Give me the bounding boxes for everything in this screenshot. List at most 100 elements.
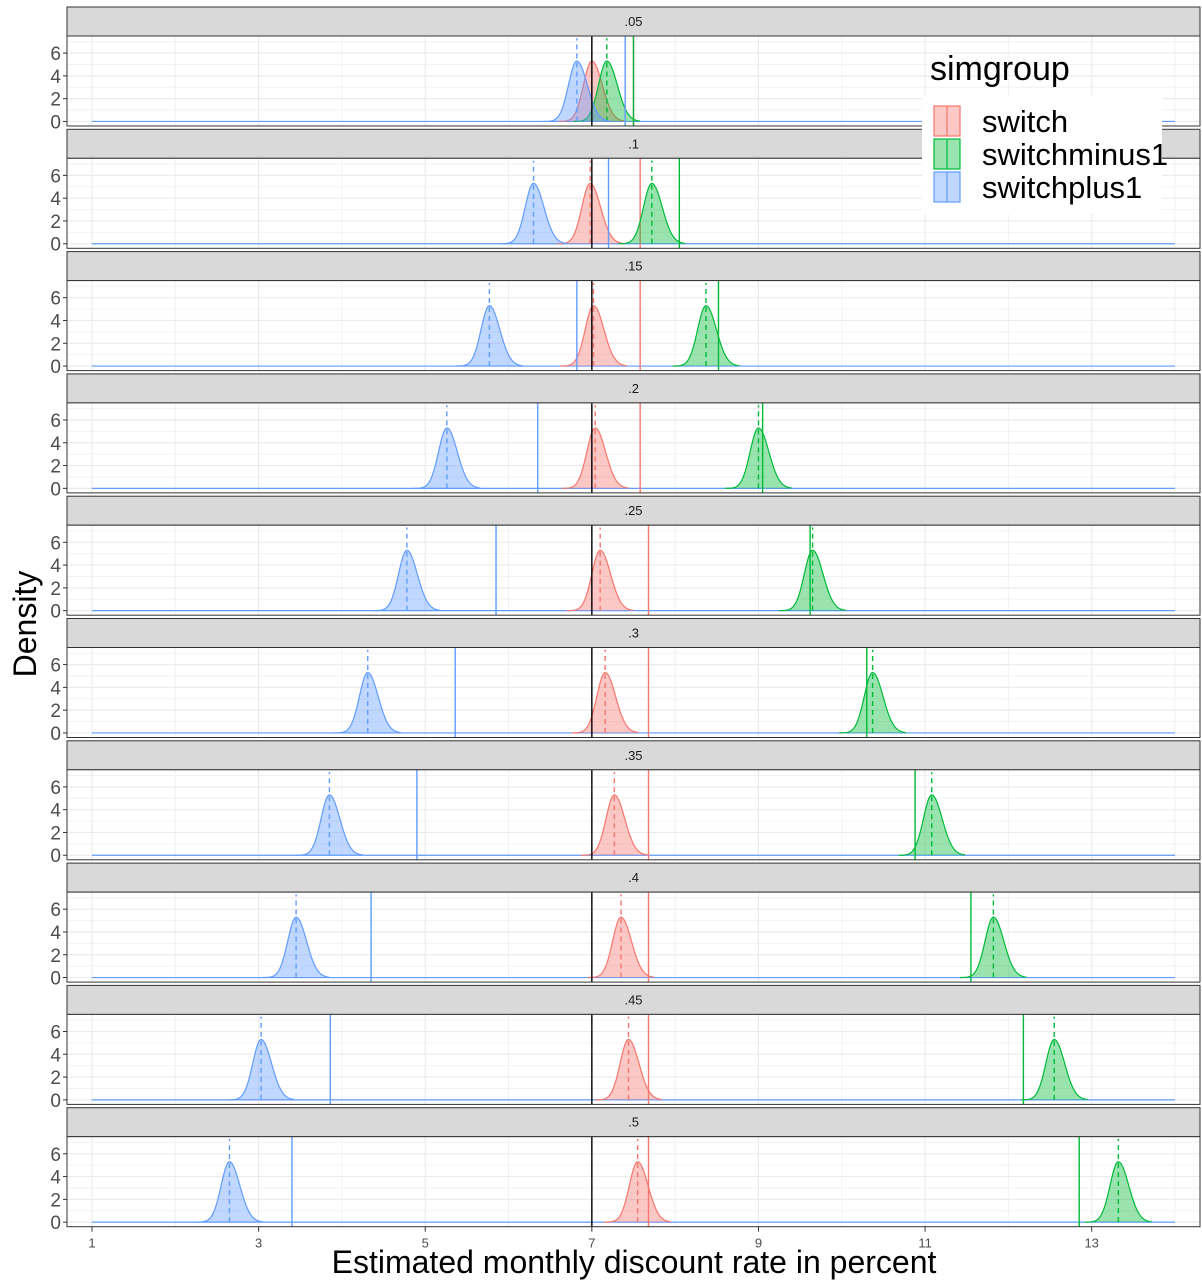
y-tick-label: 6 (50, 289, 61, 310)
density-line-switch (587, 916, 655, 979)
facet-strip (66, 862, 1201, 893)
y-tick-label: 0 (50, 357, 61, 378)
facet-panels: .050246.10246.150246.20246.250246.30246.… (50, 6, 1201, 1234)
y-tick-label: 6 (50, 656, 61, 677)
density-line-switch (604, 1161, 672, 1223)
density-line-switchminus1 (839, 671, 906, 734)
y-tick-label: 2 (50, 1068, 61, 1089)
y-tick-label: 6 (50, 44, 61, 65)
facet-strip-label: .25 (624, 503, 642, 518)
y-tick-label: 4 (50, 556, 61, 577)
facet-strip-label: .4 (628, 870, 639, 885)
legend-background (922, 96, 1162, 214)
facet-strip-label: .45 (624, 992, 642, 1007)
panel-background (67, 892, 1200, 983)
y-axis-title: Density (7, 571, 43, 678)
y-tick-label: 6 (50, 1145, 61, 1166)
legend-label-switchplus1: switchplus1 (982, 170, 1142, 205)
y-tick-label: 0 (50, 112, 61, 133)
y-tick-label: 0 (50, 235, 61, 256)
y-tick-label: 6 (50, 900, 61, 921)
facet-strip (66, 618, 1201, 648)
y-tick-label: 0 (50, 1091, 61, 1112)
legend-title: simgroup (930, 50, 1070, 88)
facet-strip-label: .05 (624, 14, 642, 29)
facet-strip-label: .1 (628, 136, 639, 151)
y-tick-label: 6 (50, 166, 61, 187)
x-tick-label: 3 (255, 1236, 262, 1251)
y-tick-label: 0 (50, 1213, 61, 1234)
y-tick-label: 2 (50, 701, 61, 722)
density-line-switch (595, 1038, 662, 1101)
y-tick-label: 0 (50, 846, 61, 867)
density-line-switchplus1 (373, 549, 441, 612)
x-tick-label: 7 (588, 1236, 595, 1251)
panel-border (66, 891, 1201, 983)
density-line-switchplus1 (196, 1161, 263, 1223)
panel-border (66, 647, 1201, 738)
density-line-switchplus1 (456, 305, 523, 367)
y-tick-label: 2 (50, 946, 61, 967)
panel-background (67, 1136, 1200, 1227)
panel-background (67, 402, 1200, 493)
y-tick-label: 2 (50, 457, 61, 478)
panel-background (67, 1014, 1200, 1105)
density-line-switch (571, 671, 639, 734)
y-tick-label: 4 (50, 67, 61, 88)
panel-border (66, 402, 1201, 494)
y-tick-label: 4 (50, 801, 61, 822)
y-tick-label: 2 (50, 579, 61, 600)
density-line-switchplus1 (227, 1038, 295, 1101)
density-line-switchminus1 (779, 549, 847, 612)
facet-strip (66, 495, 1201, 526)
y-tick-label: 4 (50, 311, 61, 332)
facet-strip-label: .15 (624, 259, 642, 274)
y-tick-label: 6 (50, 411, 61, 432)
density-line-switchplus1 (500, 182, 567, 245)
panel-border (66, 1013, 1201, 1105)
x-tick-label: 1 (88, 1236, 95, 1251)
panel-background (67, 525, 1200, 616)
y-tick-label: 6 (50, 533, 61, 554)
density-line-switch (561, 427, 629, 489)
y-tick-label: 4 (50, 678, 61, 699)
facet-strip-label: .5 (628, 1115, 639, 1130)
density-line-switchplus1 (413, 427, 481, 489)
y-tick-label: 4 (50, 189, 61, 210)
x-tick-label: 5 (422, 1236, 429, 1251)
density-line-switchplus1 (296, 794, 363, 856)
density-line-switch (556, 182, 624, 245)
panel-border (66, 1136, 1201, 1228)
y-tick-label: 0 (50, 969, 61, 990)
facet-strip (66, 984, 1201, 1015)
x-axis-title: Estimated monthly discount rate in perce… (332, 1244, 937, 1280)
y-tick-label: 0 (50, 602, 61, 623)
facet-strip-label: .3 (628, 626, 639, 641)
x-tick-label: 11 (918, 1236, 932, 1251)
density-line-switchminus1 (1020, 1038, 1088, 1101)
y-tick-label: 2 (50, 334, 61, 355)
y-tick-label: 2 (50, 90, 61, 111)
density-line-switch (566, 549, 634, 612)
y-tick-label: 2 (50, 1190, 61, 1211)
panel-border (66, 769, 1201, 861)
y-tick-label: 0 (50, 479, 61, 500)
y-tick-label: 2 (50, 212, 61, 233)
legend-label-switch: switch (982, 104, 1068, 139)
density-line-switchplus1 (262, 916, 330, 979)
density-line-switchminus1 (672, 305, 740, 367)
panel-border (66, 524, 1201, 616)
density-line-switchminus1 (725, 427, 792, 489)
density-line-switchplus1 (334, 671, 402, 734)
panel-background (67, 280, 1200, 371)
density-line-switchminus1 (1085, 1161, 1152, 1223)
density-line-switchplus1 (543, 60, 611, 123)
